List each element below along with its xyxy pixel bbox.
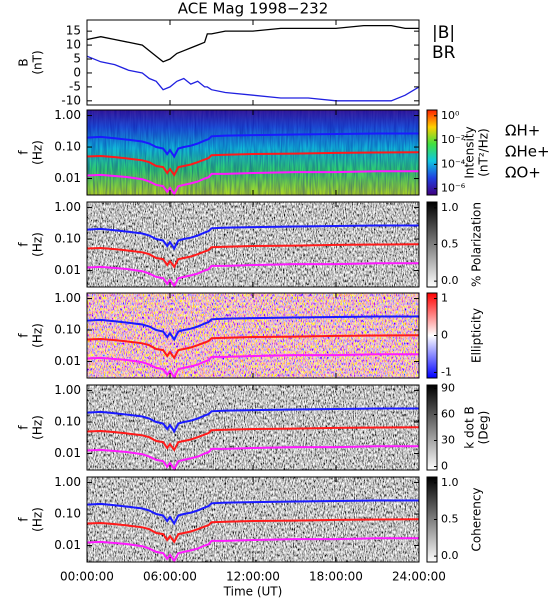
colorbar-label: k dot B — [463, 406, 477, 448]
y-axis-label: f — [17, 242, 31, 247]
y-axis-label: f — [17, 333, 31, 338]
colorbar-tick-label: 0.5 — [441, 513, 459, 526]
colorbar-tick-label: 0.0 — [441, 274, 459, 287]
gyrofrequency-line — [86, 243, 420, 269]
panel-frame — [86, 19, 420, 106]
gyrofrequency-line — [86, 537, 419, 564]
legend-entry: |B| — [432, 23, 455, 43]
colorbar-tick-label: 60 — [441, 407, 455, 420]
gyrofrequency-line — [86, 407, 419, 434]
y-tick-label: 10 — [66, 38, 81, 52]
colorbar-tick-label: 0.0 — [441, 549, 459, 562]
colorbar-tick-label: 10⁻⁶ — [441, 182, 466, 195]
x-tick-label: 12:00:00 — [226, 570, 280, 584]
colorbar — [426, 109, 438, 196]
colorbar-label: Intensity — [463, 126, 477, 178]
gyrofrequency-line — [86, 518, 420, 544]
y-tick-label: 0.10 — [54, 507, 81, 521]
colorbar-tick-label: 1.0 — [441, 476, 459, 489]
y-axis-label: f — [17, 425, 31, 430]
y-tick-label: 0.01 — [54, 263, 81, 277]
y-tick-label: 1.00 — [54, 108, 81, 122]
legend-entry: ΩO+ — [505, 164, 541, 182]
y-tick-label: 0.01 — [54, 354, 81, 368]
colorbar-tick-label: 0 — [441, 460, 448, 473]
y-axis-label: (Hz) — [31, 323, 45, 348]
colorbar-tick-label: 10⁰ — [441, 109, 460, 122]
y-axis-label: B — [17, 58, 31, 66]
colorbar-label: Ellipticity — [470, 308, 484, 363]
gyrofrequency-line — [86, 334, 420, 360]
colorbar-label: (nT²/Hz) — [477, 128, 491, 176]
y-tick-label: 15 — [66, 24, 81, 38]
y-axis-label: f — [17, 517, 31, 522]
colorbar-tick-label: 0 — [441, 329, 448, 342]
colorbar-tick-label: 90 — [441, 381, 455, 394]
y-tick-label: 1.00 — [54, 475, 81, 489]
y-tick-label: 0.10 — [54, 140, 81, 154]
y-tick-label: -10 — [61, 93, 81, 107]
y-tick-label: 0.10 — [54, 232, 81, 246]
x-tick-label: 24:00:00 — [392, 570, 446, 584]
y-tick-label: -5 — [69, 79, 81, 93]
colorbar-label: Coherency — [470, 487, 484, 551]
gyrofrequency-line — [86, 315, 419, 342]
gyrofrequency-line — [86, 353, 419, 380]
gyrofrequency-line — [86, 499, 419, 526]
y-tick-label: 0.01 — [54, 538, 81, 552]
y-axis-label: (nT) — [31, 50, 45, 74]
y-axis-label: (Hz) — [31, 140, 45, 165]
colorbar — [426, 384, 438, 471]
y-axis-label: (Hz) — [31, 415, 45, 440]
gyrofrequency-line — [86, 151, 420, 177]
data-line — [86, 55, 420, 102]
gyrofrequency-line — [86, 262, 419, 289]
colorbar-tick-label: 1 — [441, 292, 448, 305]
colorbar-tick-label: 10⁻² — [441, 133, 465, 146]
legend-entry: ΩH+ — [505, 122, 540, 140]
colorbar-label: % Polarization — [470, 202, 484, 287]
gyrofrequency-line — [86, 224, 419, 251]
y-tick-label: 0.01 — [54, 446, 81, 460]
x-tick-label: 06:00:00 — [143, 570, 197, 584]
y-tick-label: 1.00 — [54, 200, 81, 214]
y-axis-label: f — [17, 150, 31, 155]
gyrofrequency-line — [86, 132, 419, 159]
data-line — [86, 24, 419, 63]
colorbar-label: (Deg) — [477, 411, 491, 445]
y-axis-label: (Hz) — [31, 232, 45, 257]
gyrofrequency-line — [86, 445, 419, 472]
y-tick-label: 5 — [73, 52, 81, 66]
gyrofrequency-line — [86, 426, 420, 452]
legend-entry: ΩHe+ — [505, 143, 550, 161]
title: ACE Mag 1998−232 — [178, 0, 329, 18]
x-tick-label: 18:00:00 — [309, 570, 363, 584]
gyrofrequency-line — [86, 170, 419, 197]
y-tick-label: 1.00 — [54, 383, 81, 397]
x-axis-label: Time (UT) — [223, 585, 283, 599]
y-axis-label: (Hz) — [31, 507, 45, 532]
colorbar-tick-label: 30 — [441, 434, 455, 447]
colorbar-tick-label: 1.0 — [441, 201, 459, 214]
colorbar-tick-label: 0.5 — [441, 238, 459, 251]
colorbar-tick-label: -1 — [441, 365, 452, 378]
y-tick-label: 0.10 — [54, 415, 81, 429]
y-tick-label: 0.01 — [54, 171, 81, 185]
legend-entry: BR — [432, 43, 456, 63]
colorbar-tick-label: 10⁻⁴ — [441, 157, 466, 170]
y-tick-label: 0.10 — [54, 323, 81, 337]
y-tick-label: 0 — [73, 65, 81, 79]
x-tick-label: 00:00:00 — [60, 570, 114, 584]
y-tick-label: 1.00 — [54, 291, 81, 305]
